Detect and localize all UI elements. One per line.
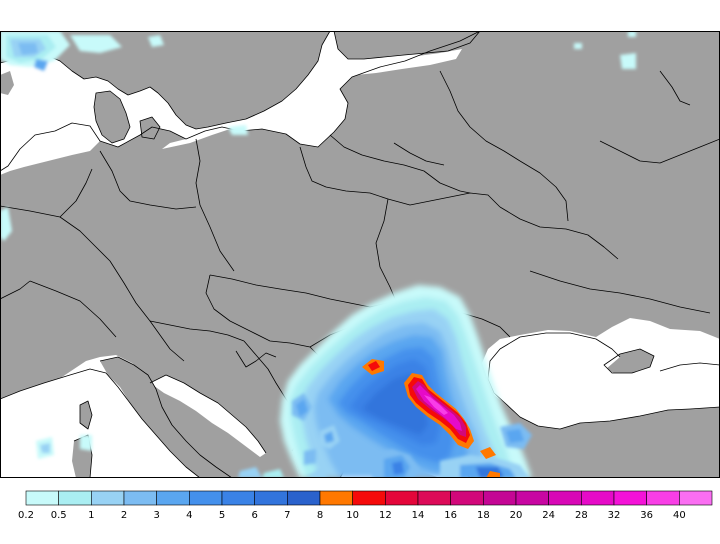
legend-swatch-6 [254,490,288,506]
legend-label-36: 36 [640,510,653,521]
legend-swatch-24 [548,490,582,506]
legend-swatch-1 [91,490,125,506]
legend-swatch-40 [679,490,713,506]
legend-label-14: 14 [412,510,425,521]
legend-swatch-5 [221,490,255,506]
legend-label-1: 1 [88,510,94,521]
legend-label-7: 7 [284,510,290,521]
legend-label-16: 16 [444,510,457,521]
legend-label-12: 12 [379,510,392,521]
legend-label-20: 20 [510,510,523,521]
legend-label-8: 8 [317,510,323,521]
legend-label-0-5: 0.5 [51,510,67,521]
legend-canvas: 0.2 0.5 1 2 3 4 5 6 7 8 10 12 14 16 18 20 24 28 32 36 40 [18,490,713,521]
legend-swatch-32 [613,490,647,506]
legend-swatch-3 [156,490,190,506]
precipitation-field [0,31,636,478]
legend-swatch-14 [417,490,451,506]
legend-swatch-16 [450,490,484,506]
legend-swatch-7 [287,490,321,506]
legend-label-0-2: 0.2 [18,510,34,521]
map-canvas [0,31,720,478]
color-legend: 0.2 0.5 1 2 3 4 5 6 7 8 10 12 14 16 18 20 24 28 32 36 40 [0,478,720,540]
legend-swatch-28 [581,490,615,506]
legend-label-18: 18 [477,510,490,521]
legend-swatch-36 [646,490,680,506]
legend-label-2: 2 [121,510,127,521]
legend-label-32: 32 [608,510,621,521]
legend-swatch-12 [385,490,419,506]
legend-swatch-8 [319,490,353,506]
land-scotland-tip [0,71,14,95]
legend-swatch-0-5 [58,490,92,506]
legend-label-28: 28 [575,510,588,521]
legend-label-4: 4 [186,510,192,521]
sea-black-sea [488,333,720,429]
legend-swatch-18 [483,490,517,506]
legend-swatch-10 [352,490,386,506]
land-gotland [240,91,250,109]
legend-swatch-2 [123,490,157,506]
sea-adriatic [150,375,266,457]
legend-label-10: 10 [346,510,359,521]
legend-label-3: 3 [153,510,159,521]
land-italy [100,357,232,478]
sea-gulf-finland [350,49,462,75]
land-denmark [94,91,130,143]
legend-label-24: 24 [542,510,555,521]
legend-label-6: 6 [251,510,257,521]
legend-swatch-20 [515,490,549,506]
land-crimea [604,349,654,373]
land-finland [334,31,480,59]
legend-label-40: 40 [673,510,686,521]
land-corsica [80,401,92,429]
legend-swatch-4 [189,490,223,506]
legend-label-5: 5 [219,510,225,521]
legend-swatch-0-2 [25,490,59,506]
precipitation-map [0,31,720,478]
